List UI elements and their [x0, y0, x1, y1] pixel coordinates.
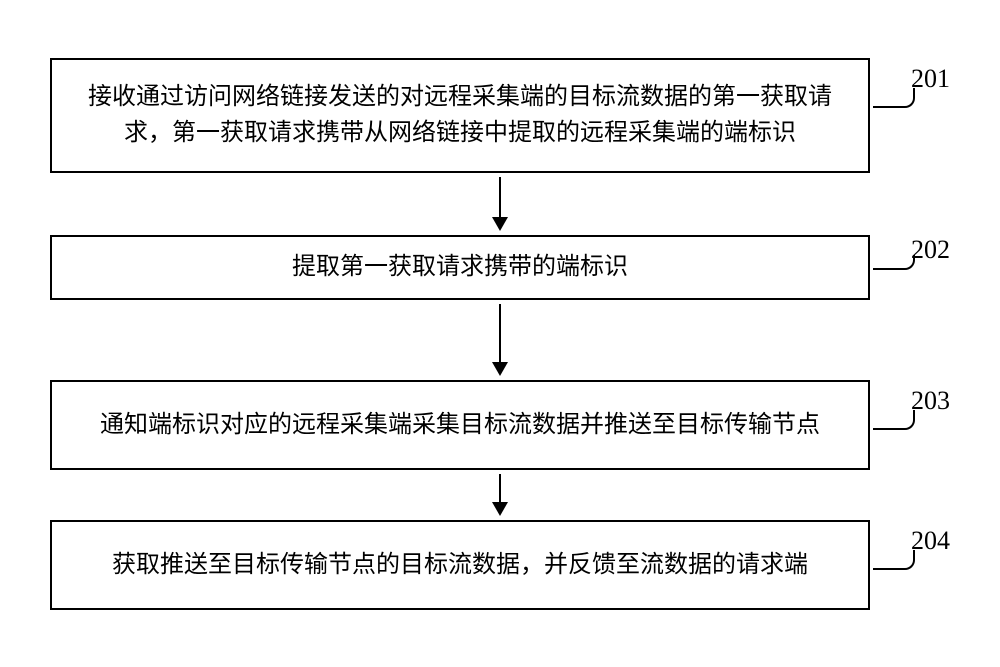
arrow-head-2 [492, 362, 508, 376]
arrow-head-1 [492, 217, 508, 231]
arrow-1 [492, 177, 508, 231]
step-text-2: 提取第一获取请求携带的端标识 [292, 249, 628, 285]
label-connector-4 [873, 550, 915, 570]
label-connector-1 [873, 88, 915, 108]
step-text-1: 接收通过访问网络链接发送的对远程采集端的目标流数据的第一获取请求，第一获取请求携… [72, 79, 848, 151]
arrow-line-2 [499, 304, 501, 362]
flowchart-container: 接收通过访问网络链接发送的对远程采集端的目标流数据的第一获取请求，第一获取请求携… [50, 58, 950, 610]
step-wrapper-1: 接收通过访问网络链接发送的对远程采集端的目标流数据的第一获取请求，第一获取请求携… [50, 58, 950, 173]
step-label-1: 201 [911, 64, 950, 94]
arrow-3 [492, 474, 508, 516]
step-wrapper-3: 通知端标识对应的远程采集端采集目标流数据并推送至目标传输节点 203 [50, 380, 950, 470]
step-box-4: 获取推送至目标传输节点的目标流数据，并反馈至流数据的请求端 [50, 520, 870, 610]
step-label-2: 202 [911, 235, 950, 265]
step-box-1: 接收通过访问网络链接发送的对远程采集端的目标流数据的第一获取请求，第一获取请求携… [50, 58, 870, 173]
label-connector-3 [873, 410, 915, 430]
step-label-4: 204 [911, 526, 950, 556]
label-connector-2 [873, 255, 915, 270]
step-text-3: 通知端标识对应的远程采集端采集目标流数据并推送至目标传输节点 [100, 407, 820, 443]
step-label-3: 203 [911, 386, 950, 416]
arrow-2 [492, 304, 508, 376]
step-wrapper-4: 获取推送至目标传输节点的目标流数据，并反馈至流数据的请求端 204 [50, 520, 950, 610]
step-box-3: 通知端标识对应的远程采集端采集目标流数据并推送至目标传输节点 [50, 380, 870, 470]
arrow-line-1 [499, 177, 501, 217]
step-wrapper-2: 提取第一获取请求携带的端标识 202 [50, 235, 950, 300]
step-box-2: 提取第一获取请求携带的端标识 [50, 235, 870, 300]
arrow-line-3 [499, 474, 501, 502]
step-text-4: 获取推送至目标传输节点的目标流数据，并反馈至流数据的请求端 [112, 547, 808, 583]
arrow-head-3 [492, 502, 508, 516]
